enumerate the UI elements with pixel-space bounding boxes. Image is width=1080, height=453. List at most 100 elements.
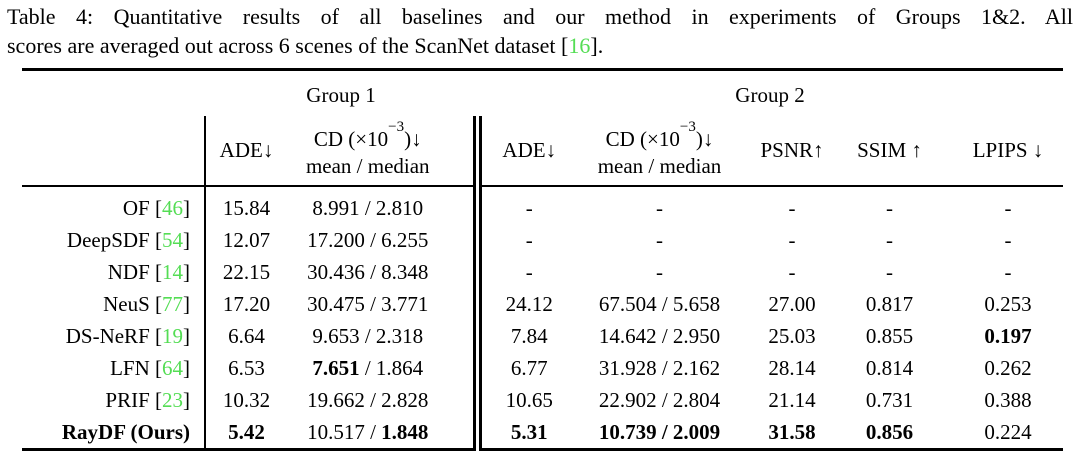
cell-cd-g1: 17.200 / 6.255 (307, 227, 429, 252)
method-label: LFN [64] (110, 355, 190, 380)
table-row-raydf-ours: RayDF (Ours) 5.42 10.517 / 1.848 5.31 10… (22, 416, 1063, 450)
cd-mean-median-label: mean / median (305, 154, 430, 178)
cell-lpips: - (1004, 259, 1012, 284)
column-header-empty (22, 116, 205, 187)
cell-cd-g1: 19.662 / 2.828 (307, 387, 429, 412)
group2-header: Group 2 (735, 83, 805, 107)
method-label: OF [46] (122, 195, 190, 220)
method-citation-link[interactable]: 46 (162, 195, 183, 220)
cell-lpips: - (1004, 195, 1012, 220)
table-row-ndf: NDF [14] 22.15 30.436 / 8.348 - - - - - (22, 256, 1063, 288)
cell-lpips: 0.253 (984, 291, 1032, 316)
cell-ade-g2: 5.31 (472, 416, 577, 450)
cell-ade-g1: 5.42 (204, 416, 287, 450)
caption-text-line2: scores are averaged out across 6 scenes … (7, 33, 562, 58)
table-row-neus: NeuS [77] 17.20 30.475 / 3.771 24.12 67.… (22, 288, 1063, 320)
cell-cd-g1: 30.436 / 8.348 (307, 259, 429, 284)
caption-line-2: scores are averaged out across 6 scenes … (7, 31, 1073, 60)
cell-cd-g2: - (656, 227, 663, 252)
cell-ade-g1: 6.64 (204, 320, 287, 352)
col-header-psnr: PSNR↑ (742, 116, 842, 187)
cell-ade-g1: 22.15 (204, 256, 287, 288)
cell-ade-g2: 7.84 (472, 320, 577, 352)
cell-cd-g2: 67.504 / 5.658 (598, 291, 721, 316)
cell-cd-g1: 7.651 / 1.864 (312, 355, 424, 380)
cell-psnr: 25.03 (768, 323, 816, 348)
cell-cd-g2: 22.902 / 2.804 (598, 387, 721, 412)
cell-ade-g2: - (472, 224, 577, 256)
cell-ssim: - (886, 227, 893, 252)
cell-ade-g2: 10.65 (472, 384, 577, 416)
method-label: NeuS [77] (103, 291, 190, 316)
cd-label-prefix: CD (×10 (605, 127, 680, 151)
table-row-prif: PRIF [23] 10.32 19.662 / 2.828 10.65 22.… (22, 384, 1063, 416)
cd-exponent: −3 (388, 119, 405, 135)
cell-lpips: - (1004, 227, 1012, 252)
cell-ssim: 0.855 (865, 323, 914, 348)
col-header-cd-g2: CD (×10−3)↓ mean / median (577, 116, 742, 187)
cell-ssim: 0.731 (865, 387, 914, 412)
cell-cd-g1: 10.517 / 1.848 (307, 419, 429, 444)
column-header-row: ADE↓ CD (×10−3)↓ mean / median ADE↓ CD (… (22, 116, 1063, 187)
cell-ade-g1: 6.53 (204, 352, 287, 384)
col-header-cd-g1: CD (×10−3)↓ mean / median (287, 116, 477, 187)
cell-ssim: 0.817 (865, 291, 914, 316)
results-table: Group 1 Group 2 ADE↓ CD (×10−3)↓ mean / … (22, 68, 1063, 451)
cell-psnr: 28.14 (768, 355, 816, 380)
method-citation-link[interactable]: 23 (162, 387, 183, 412)
caption-cite-bracket-close: ]. (590, 33, 604, 58)
col-header-ade-g1: ADE↓ (204, 116, 287, 187)
caption-line-1: Table 4: Quantitative results of all bas… (7, 2, 1073, 31)
cell-ade-g2: 6.77 (472, 352, 577, 384)
cell-ssim: - (886, 259, 893, 284)
table-row-deepsdf: DeepSDF [54] 12.07 17.200 / 6.255 - - - … (22, 224, 1063, 256)
method-citation-link[interactable]: 64 (162, 355, 183, 380)
col-header-lpips: LPIPS ↓ (937, 116, 1063, 187)
cd-label-prefix: CD (×10 (313, 127, 389, 151)
method-label: PRIF [23] (105, 387, 190, 412)
cell-ade-g2: - (472, 186, 577, 224)
table-row-lfn: LFN [64] 6.53 7.651 / 1.864 6.77 31.928 … (22, 352, 1063, 384)
method-citation-link[interactable]: 19 (162, 323, 183, 348)
cell-ade-g1: 10.32 (204, 384, 287, 416)
caption-citation-link[interactable]: 16 (568, 33, 591, 58)
method-citation-link[interactable]: 54 (162, 227, 183, 252)
cell-psnr: 21.14 (768, 387, 816, 412)
table-row-of: OF [46] 15.84 8.991 / 2.810 - - - - - (22, 186, 1063, 224)
cell-cd-g1: 9.653 / 2.318 (312, 323, 424, 348)
cell-ade-g2: - (472, 256, 577, 288)
cell-lpips: 0.388 (984, 387, 1032, 412)
cell-psnr: - (788, 259, 796, 284)
group-header-empty (22, 70, 205, 117)
caption-cite-bracket-open: [ (561, 33, 569, 58)
cell-cd-g2: 31.928 / 2.162 (598, 355, 721, 380)
method-label: DS-NeRF [19] (65, 323, 190, 348)
cell-cd-g1: 30.475 / 3.771 (307, 291, 429, 316)
cell-psnr: - (788, 227, 796, 252)
caption-text-line1: Table 4: Quantitative results of all bas… (7, 4, 1073, 29)
cd-mean-median-label: mean / median (597, 154, 722, 178)
col-header-ade-g2: ADE↓ (472, 116, 577, 187)
cell-cd-g2: - (656, 259, 663, 284)
cell-ade-g1: 17.20 (204, 288, 287, 320)
group-header-row: Group 1 Group 2 (22, 70, 1063, 117)
col-header-ssim: SSIM ↑ (842, 116, 937, 187)
method-citation-link[interactable]: 77 (162, 291, 183, 316)
method-label: NDF [14] (107, 259, 190, 284)
cell-cd-g2: - (656, 195, 663, 220)
cell-ade-g1: 15.84 (204, 186, 287, 224)
cell-ade-g1: 12.07 (204, 224, 287, 256)
table-row-dsnerf: DS-NeRF [19] 6.64 9.653 / 2.318 7.84 14.… (22, 320, 1063, 352)
method-citation-link[interactable]: 14 (162, 259, 183, 284)
cell-psnr: 27.00 (768, 291, 816, 316)
method-label: DeepSDF [54] (66, 227, 190, 252)
method-label: RayDF (Ours) (61, 419, 190, 444)
cell-lpips: 0.262 (984, 355, 1032, 380)
cd-label-suffix: )↓ (404, 127, 422, 151)
cell-ade-g2: 24.12 (472, 288, 577, 320)
cell-lpips: 0.197 (984, 323, 1032, 348)
cd-label-suffix: )↓ (695, 127, 714, 151)
cell-psnr: 31.58 (768, 419, 816, 444)
cell-cd-g2: 14.642 / 2.950 (598, 323, 721, 348)
cell-cd-g2: 10.739 / 2.009 (598, 419, 721, 444)
